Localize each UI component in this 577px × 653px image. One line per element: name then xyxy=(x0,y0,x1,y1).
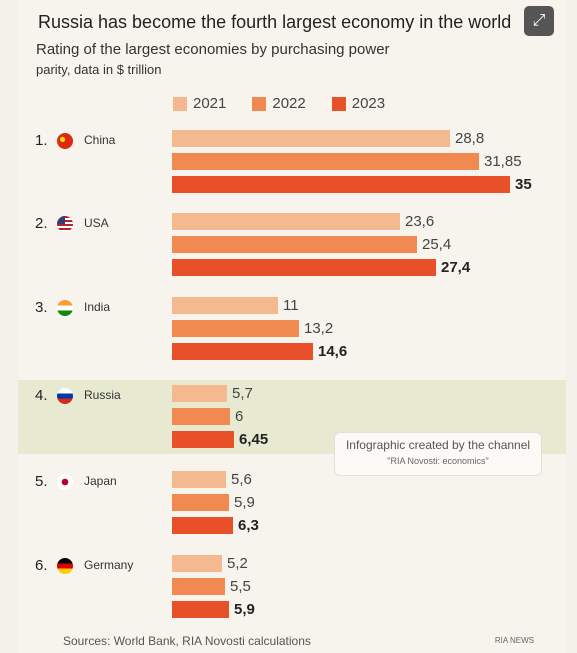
china-flag-icon xyxy=(57,133,73,149)
legend-item-2023: 2023 xyxy=(331,95,386,112)
bar-japan-2022 xyxy=(172,494,229,511)
country-label-india: India xyxy=(84,300,111,314)
value-label-russia-2022: 6 xyxy=(235,408,244,425)
value-label-china-2023: 35 xyxy=(515,176,532,193)
subtitle-line1: Rating of the largest economies by purch… xyxy=(36,41,390,58)
country-label-germany: Germany xyxy=(84,558,134,572)
bar-usa-2021 xyxy=(172,213,400,230)
rank-india: 3. xyxy=(35,299,48,316)
country-label-russia: Russia xyxy=(84,388,121,402)
russia-flag-icon xyxy=(57,388,73,404)
bar-india-2023 xyxy=(172,343,313,360)
note-line1: Infographic created by the channel xyxy=(345,438,531,452)
legend-item-2021: 2021 xyxy=(173,95,226,112)
bar-usa-2023 xyxy=(172,259,436,276)
legend-swatch-2021 xyxy=(173,96,187,111)
bar-japan-2023 xyxy=(172,517,233,534)
bar-china-2022 xyxy=(172,153,479,170)
legend-label-2023: 2023 xyxy=(351,95,386,112)
bar-germany-2023 xyxy=(172,601,229,618)
legend-swatch-2022 xyxy=(252,96,267,111)
country-label-japan: Japan xyxy=(84,474,117,488)
bar-india-2022 xyxy=(172,320,299,337)
chart-title: Russia has become the fourth largest eco… xyxy=(38,12,512,32)
value-label-russia-2023: 6,45 xyxy=(239,431,269,448)
usa-flag-canton xyxy=(57,216,65,224)
germany-flag-icon xyxy=(57,558,73,574)
bar-russia-2021 xyxy=(172,385,227,402)
india-flag-icon xyxy=(57,300,73,316)
country-label-china: China xyxy=(84,133,116,147)
expand-icon[interactable]: ⤢ xyxy=(524,6,554,36)
country-label-usa: USA xyxy=(84,216,109,230)
value-label-india-2021: 11 xyxy=(283,297,299,314)
bar-russia-2023 xyxy=(172,431,234,448)
value-label-germany-2023: 5,9 xyxy=(234,601,255,618)
value-label-japan-2023: 6,3 xyxy=(238,517,259,534)
sources-note: Sources: World Bank, RIA Novosti calcula… xyxy=(63,634,311,648)
bar-germany-2022 xyxy=(172,578,225,595)
value-label-germany-2021: 5,2 xyxy=(227,555,248,572)
legend-label-2022: 2022 xyxy=(272,95,306,112)
value-label-china-2022: 31,85 xyxy=(484,153,522,170)
value-label-japan-2022: 5,9 xyxy=(234,494,255,511)
value-label-usa-2022: 25,4 xyxy=(422,236,452,253)
legend-swatch-2023 xyxy=(331,96,346,111)
infographic: Russia has become the fourth largest eco… xyxy=(18,0,566,653)
rank-germany: 6. xyxy=(35,557,48,574)
bar-china-2023 xyxy=(172,176,510,193)
japan-flag-icon xyxy=(57,474,73,490)
chart-subtitle: Rating of the largest economies by purch… xyxy=(36,40,466,80)
bar-germany-2021 xyxy=(172,555,222,572)
legend-label-2021: 2021 xyxy=(193,95,227,112)
value-label-india-2023: 14,6 xyxy=(318,343,348,360)
legend: 2021 2022 2023 xyxy=(173,95,385,112)
value-label-japan-2021: 5,6 xyxy=(231,471,252,488)
rank-usa: 2. xyxy=(35,215,48,232)
bar-india-2021 xyxy=(172,297,278,314)
bar-usa-2022 xyxy=(172,236,417,253)
rank-china: 1. xyxy=(35,132,48,149)
bar-china-2021 xyxy=(172,130,450,147)
usa-flag-icon xyxy=(57,216,73,232)
bar-japan-2021 xyxy=(172,471,226,488)
rank-russia: 4. xyxy=(35,387,48,404)
value-label-russia-2021: 5,7 xyxy=(232,385,253,402)
note-line2: "RIA Novosti: economics" xyxy=(387,456,489,466)
channel-note: Infographic created by the channel "RIA … xyxy=(334,432,542,476)
legend-item-2022: 2022 xyxy=(252,95,306,112)
value-label-usa-2023: 27,4 xyxy=(441,259,471,276)
value-label-india-2022: 13,2 xyxy=(304,320,334,337)
value-label-germany-2022: 5,5 xyxy=(230,578,251,595)
brand-logo: RIA NEWS xyxy=(494,636,534,645)
value-label-usa-2021: 23,6 xyxy=(405,213,435,230)
subtitle-line2: parity, data in $ trillion xyxy=(36,62,162,77)
rank-japan: 5. xyxy=(35,473,48,490)
value-label-china-2021: 28,8 xyxy=(455,130,485,147)
bar-russia-2022 xyxy=(172,408,230,425)
